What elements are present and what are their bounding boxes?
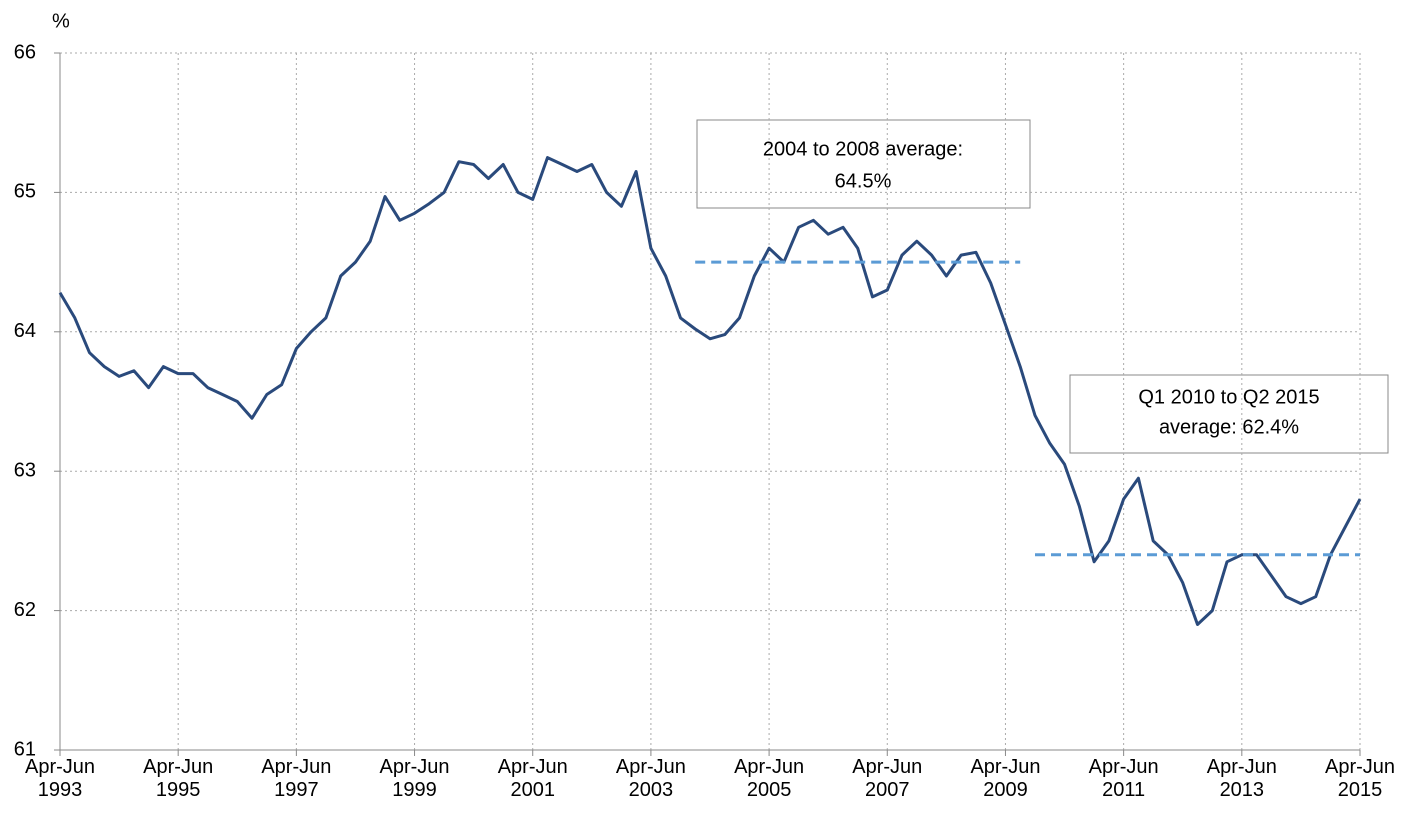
- y-tick-label: 66: [14, 41, 36, 63]
- y-tick-label: 62: [14, 599, 36, 621]
- annotation-text: Q1 2010 to Q2 2015: [1138, 386, 1319, 408]
- annotation-text: 2004 to 2008 average:: [763, 138, 963, 160]
- y-unit: %: [52, 10, 70, 32]
- x-tick-label: Apr-Jun 2007: [852, 756, 923, 801]
- annotation-text: 64.5%: [835, 170, 892, 192]
- series-line: [58, 156, 1362, 626]
- x-tick-label: Apr-Jun 2005: [734, 756, 805, 801]
- x-tick-label: Apr-Jun 1997: [261, 756, 332, 801]
- x-tick-label: Apr-Jun 1995: [143, 756, 214, 801]
- y-tick-label: 64: [14, 320, 36, 342]
- x-tick-label: Apr-Jun 2009: [970, 756, 1041, 801]
- y-tick-label: 65: [14, 181, 36, 203]
- annotation-box: [1069, 374, 1389, 454]
- annotation-text: average: 62.4%: [1159, 416, 1299, 438]
- x-tick-label: Apr-Jun 1999: [379, 756, 450, 801]
- x-tick-label: Apr-Jun 2011: [1088, 756, 1159, 801]
- y-tick-label: 63: [14, 459, 36, 481]
- x-tick-label: Apr-Jun 2013: [1206, 756, 1277, 801]
- x-tick-label: Apr-Jun 2015: [1324, 756, 1396, 801]
- x-tick-label: Apr-Jun 2001: [497, 756, 568, 801]
- x-tick-label: Apr-Jun 1993: [24, 756, 96, 801]
- x-tick-label: Apr-Jun 2003: [615, 756, 686, 801]
- annotation-box: [696, 119, 1031, 209]
- y-tick-label: 61: [14, 738, 36, 760]
